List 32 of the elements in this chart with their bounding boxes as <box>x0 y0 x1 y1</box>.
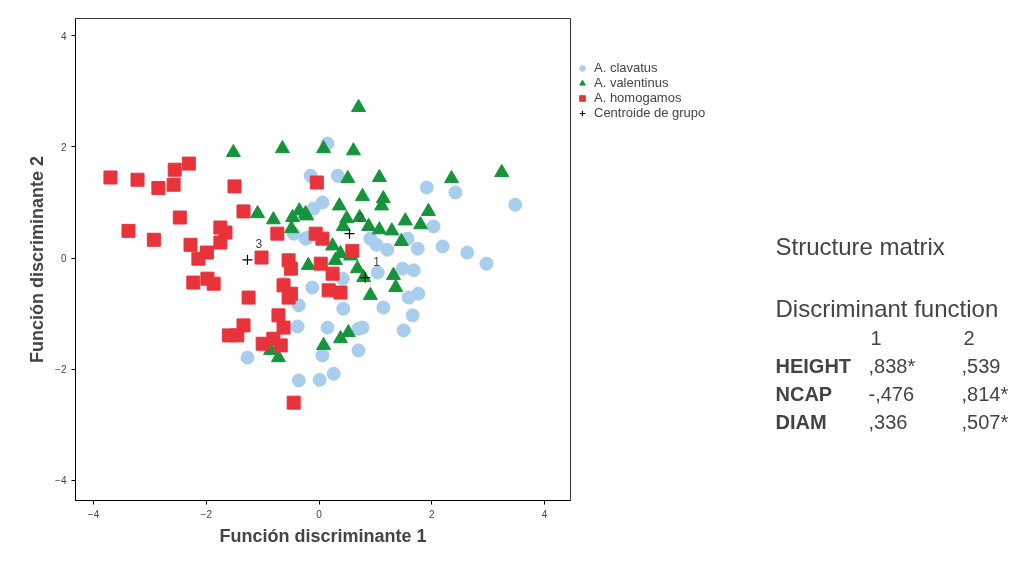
text: ,814* <box>961 383 1009 406</box>
legend-label: A. valentinus <box>594 75 669 90</box>
annotation: 3 <box>255 236 263 251</box>
y-tick-label: 2 <box>60 141 67 153</box>
y-tick-label: −4 <box>55 475 67 487</box>
category-label: 2 <box>963 326 975 349</box>
x-axis-title: Función discriminante 1 <box>219 525 427 546</box>
category-label: DIAM <box>775 411 827 434</box>
text: ,838* <box>868 354 916 377</box>
text: Discriminant function <box>775 294 999 322</box>
text: ,507* <box>961 411 1009 434</box>
x-tick-label: 4 <box>541 508 548 520</box>
legend-label: A. homogamos <box>594 90 682 105</box>
x-tick-label: −4 <box>87 508 100 520</box>
category-label: NCAP <box>775 383 833 406</box>
annotation: 2 <box>357 210 365 225</box>
y-axis-title: Función discriminante 2 <box>27 155 48 364</box>
x-tick-label: −2 <box>200 508 213 520</box>
x-tick-label: 0 <box>316 508 323 520</box>
legend-label: Centroide de grupo <box>594 105 706 120</box>
text: Structure matrix <box>775 233 945 261</box>
category-label: HEIGHT <box>775 354 852 377</box>
y-tick-label: 4 <box>60 30 67 42</box>
text: -,476 <box>868 383 915 406</box>
x-tick-label: 2 <box>429 508 436 520</box>
text: ,539 <box>961 354 1001 377</box>
y-tick-label: 0 <box>60 253 67 265</box>
y-tick-label: −2 <box>55 364 67 376</box>
category-label: 1 <box>870 326 882 349</box>
legend-label: A. clavatus <box>594 60 658 75</box>
text: ,336 <box>868 411 908 434</box>
annotation: 1 <box>373 254 381 269</box>
